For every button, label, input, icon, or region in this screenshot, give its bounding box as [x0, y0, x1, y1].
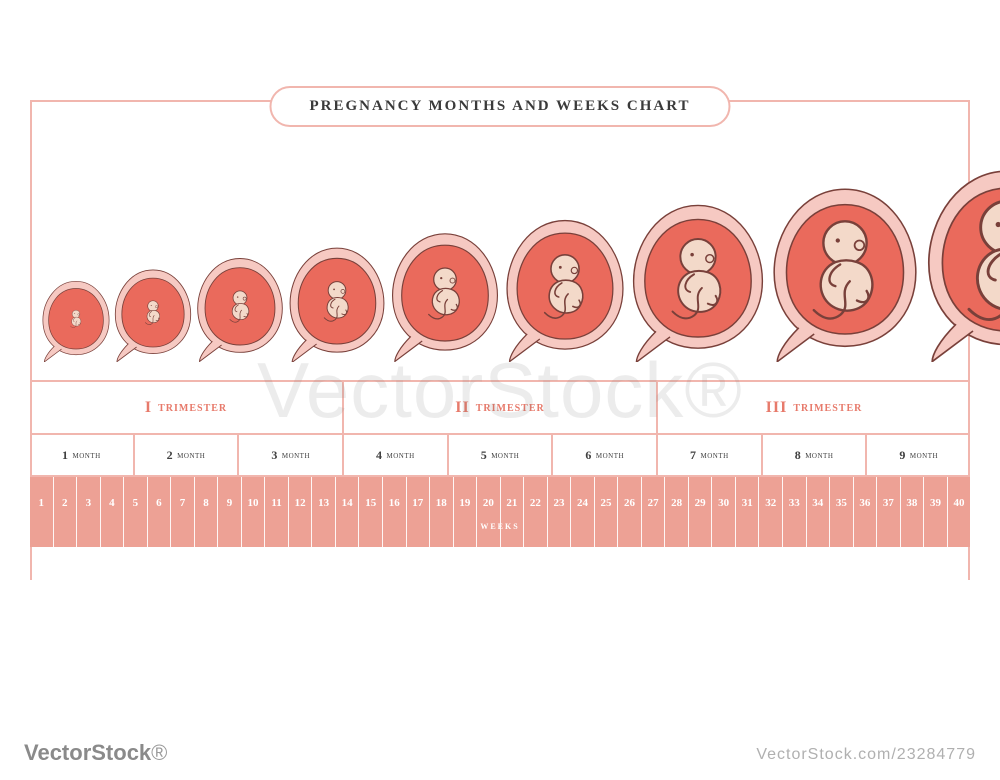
week-tick-37: 37: [876, 477, 900, 547]
fetal-stage-month-5: [388, 227, 502, 362]
month-number: 9: [899, 448, 906, 463]
trimester-roman: III: [766, 399, 788, 417]
week-tick-19: 19: [453, 477, 477, 547]
month-number: 3: [271, 448, 278, 463]
week-tick-7: 7: [170, 477, 194, 547]
week-tick-1: 1: [30, 477, 53, 547]
month-cell-5: 5month: [447, 435, 552, 475]
month-label: month: [73, 450, 101, 461]
week-tick-13: 13: [311, 477, 335, 547]
week-tick-33: 33: [782, 477, 806, 547]
weeks-ruler: 1234567891011121314151617181920212223242…: [30, 477, 970, 547]
week-tick-31: 31: [735, 477, 759, 547]
month-cell-4: 4 month: [342, 435, 447, 475]
month-cell-1: 1 month: [30, 435, 133, 475]
week-tick-26: 26: [617, 477, 641, 547]
week-tick-27: 27: [641, 477, 665, 547]
week-tick-23: 23: [547, 477, 571, 547]
fetal-stage-month-8: [768, 180, 922, 362]
trimester-label: trimester: [476, 400, 545, 416]
month-label: month: [491, 450, 519, 461]
week-tick-9: 9: [217, 477, 241, 547]
trimesters-row: Itrimester II trimester III trimester: [30, 380, 970, 435]
week-tick-6: 6: [147, 477, 171, 547]
month-label: month: [910, 450, 938, 461]
week-tick-14: 14: [335, 477, 359, 547]
month-label: month: [177, 450, 205, 461]
week-tick-28: 28: [664, 477, 688, 547]
month-number: 8: [795, 448, 802, 463]
month-number: 4: [376, 448, 383, 463]
month-number: 7: [690, 448, 697, 463]
month-cell-2: 2month: [133, 435, 238, 475]
month-number: 6: [585, 448, 592, 463]
fetal-stage-month-3: [194, 253, 286, 362]
trimester-roman: I: [145, 399, 152, 417]
trimester-label: trimester: [158, 400, 227, 416]
week-tick-3: 3: [76, 477, 100, 547]
fetal-stage-month-6: [502, 213, 628, 362]
week-tick-39: 39: [923, 477, 947, 547]
month-label: month: [387, 450, 415, 461]
week-tick-40: 40: [947, 477, 971, 547]
footer-brand: VectorStock®: [24, 740, 167, 766]
week-tick-10: 10: [241, 477, 265, 547]
footer-brand-name: VectorStock: [24, 740, 151, 765]
week-tick-15: 15: [358, 477, 382, 547]
week-tick-32: 32: [758, 477, 782, 547]
fetal-stage-month-2: [112, 265, 194, 362]
weeks-axis-label: weeks: [30, 520, 970, 532]
month-label: month: [805, 450, 833, 461]
trimester-2: II trimester: [342, 382, 656, 433]
week-tick-22: 22: [523, 477, 547, 547]
footer-brand-suffix: ®: [151, 740, 167, 765]
month-cell-3: 3 month: [237, 435, 342, 475]
trimester-1: Itrimester: [30, 382, 342, 433]
week-tick-12: 12: [288, 477, 312, 547]
week-tick-2: 2: [53, 477, 77, 547]
week-tick-4: 4: [100, 477, 124, 547]
week-tick-16: 16: [382, 477, 406, 547]
week-tick-18: 18: [429, 477, 453, 547]
fetal-stages-row: [30, 150, 970, 380]
chart-title: PREGNANCY MONTHS AND WEEKS CHART: [269, 86, 730, 127]
month-cell-9: 9 month: [865, 435, 970, 475]
week-tick-20: 20: [476, 477, 500, 547]
month-number: 1: [62, 448, 69, 463]
week-tick-36: 36: [853, 477, 877, 547]
week-tick-25: 25: [594, 477, 618, 547]
fetal-stage-month-1: [40, 277, 112, 362]
week-tick-35: 35: [829, 477, 853, 547]
week-tick-17: 17: [406, 477, 430, 547]
week-tick-24: 24: [570, 477, 594, 547]
fetal-stage-month-9: [922, 161, 1000, 362]
week-tick-11: 11: [264, 477, 288, 547]
month-number: 5: [481, 448, 488, 463]
week-tick-38: 38: [900, 477, 924, 547]
month-cell-6: 6 month: [551, 435, 656, 475]
month-label: month: [596, 450, 624, 461]
month-label: month: [282, 450, 310, 461]
fetal-stage-month-4: [286, 242, 388, 362]
week-tick-5: 5: [123, 477, 147, 547]
months-row: 1month2month3month4month5month6month7mon…: [30, 435, 970, 477]
month-number: 2: [167, 448, 174, 463]
trimester-roman: II: [455, 399, 469, 417]
week-tick-34: 34: [806, 477, 830, 547]
month-label: month: [701, 450, 729, 461]
week-tick-21: 21: [500, 477, 524, 547]
week-tick-30: 30: [711, 477, 735, 547]
month-cell-7: 7 month: [656, 435, 761, 475]
footer-id: VectorStock.com/23284779: [756, 746, 976, 764]
fetal-stage-month-7: [628, 197, 768, 362]
trimester-3: III trimester: [656, 382, 970, 433]
week-tick-8: 8: [194, 477, 218, 547]
month-cell-8: 8month: [761, 435, 866, 475]
trimester-label: trimester: [793, 400, 862, 416]
week-tick-29: 29: [688, 477, 712, 547]
